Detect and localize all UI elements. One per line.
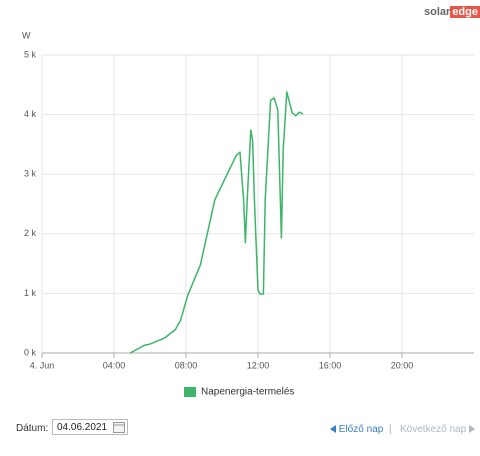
x-tick-label: 04:00	[103, 360, 126, 370]
series-line	[129, 91, 304, 354]
chart: W 0 k 1 k 2 k 3 k 4 k 5 k 4. Jun 04:00 08:00 12:0…	[22, 30, 474, 398]
date-input[interactable]: 04.06.2021	[52, 419, 128, 435]
y-tick-label: 3 k	[24, 169, 37, 179]
legend-label: Napenergia-termelés	[201, 387, 294, 398]
y-tick-label: 2 k	[24, 228, 37, 238]
x-tick-label: 12:00	[247, 360, 270, 370]
prev-day[interactable]: Előző nap	[330, 424, 383, 435]
date-label: Dátum:	[16, 423, 49, 434]
logo-right: edge	[450, 6, 480, 18]
y-axis-label: W	[22, 30, 31, 40]
calendar-icon[interactable]	[113, 421, 125, 433]
y-tick-label: 1 k	[24, 288, 37, 298]
separator: |	[389, 424, 392, 435]
y-tick-label: 4 k	[24, 109, 37, 119]
x-tick-label: 08:00	[175, 360, 198, 370]
x-tick-label: 4. Jun	[30, 360, 55, 370]
next-text[interactable]: Következő nap	[400, 424, 467, 435]
x-tick-label: 20:00	[391, 360, 414, 370]
logo: solar edge	[424, 6, 480, 18]
legend-swatch	[184, 387, 196, 397]
logo-left: solar	[424, 6, 451, 18]
x-tick-label: 16:00	[319, 360, 342, 370]
y-tick-label: 0 k	[24, 347, 37, 357]
y-tick-label: 5 k	[24, 49, 37, 59]
next-day[interactable]: Következő nap	[400, 424, 475, 435]
prev-text[interactable]: Előző nap	[338, 424, 384, 435]
date-value: 04.06.2021	[57, 422, 108, 433]
